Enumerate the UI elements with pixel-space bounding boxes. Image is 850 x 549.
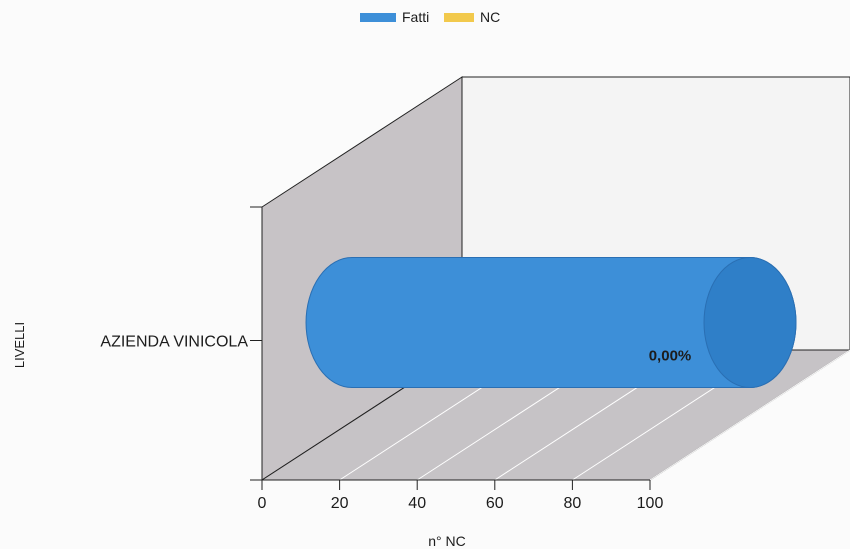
bar-data-label: 0,00% xyxy=(649,348,692,365)
legend-swatch-fatti xyxy=(360,13,396,22)
floor-gridline xyxy=(649,349,850,481)
x-axis-title: n° NC xyxy=(428,533,466,549)
x-tick-label: 20 xyxy=(331,495,349,512)
bar-fatti-cap xyxy=(703,257,797,388)
x-tick-label: 80 xyxy=(564,495,582,512)
legend: Fatti NC xyxy=(360,9,500,25)
x-tick-label: 40 xyxy=(408,495,426,512)
y-axis-title: LIVELLI xyxy=(12,322,27,368)
legend-swatch-nc xyxy=(444,13,474,22)
x-tick-label: 0 xyxy=(258,495,267,512)
legend-label: NC xyxy=(480,9,500,25)
legend-label: Fatti xyxy=(402,9,429,25)
x-tick-label: 60 xyxy=(486,495,504,512)
category-label: AZIENDA VINICOLA xyxy=(100,334,248,351)
chart-root: 0 20 40 60 80 100 AZIENDA VINICOLA 0,00% n° NC LI… xyxy=(12,9,850,549)
x-tick-label: 100 xyxy=(637,495,664,512)
